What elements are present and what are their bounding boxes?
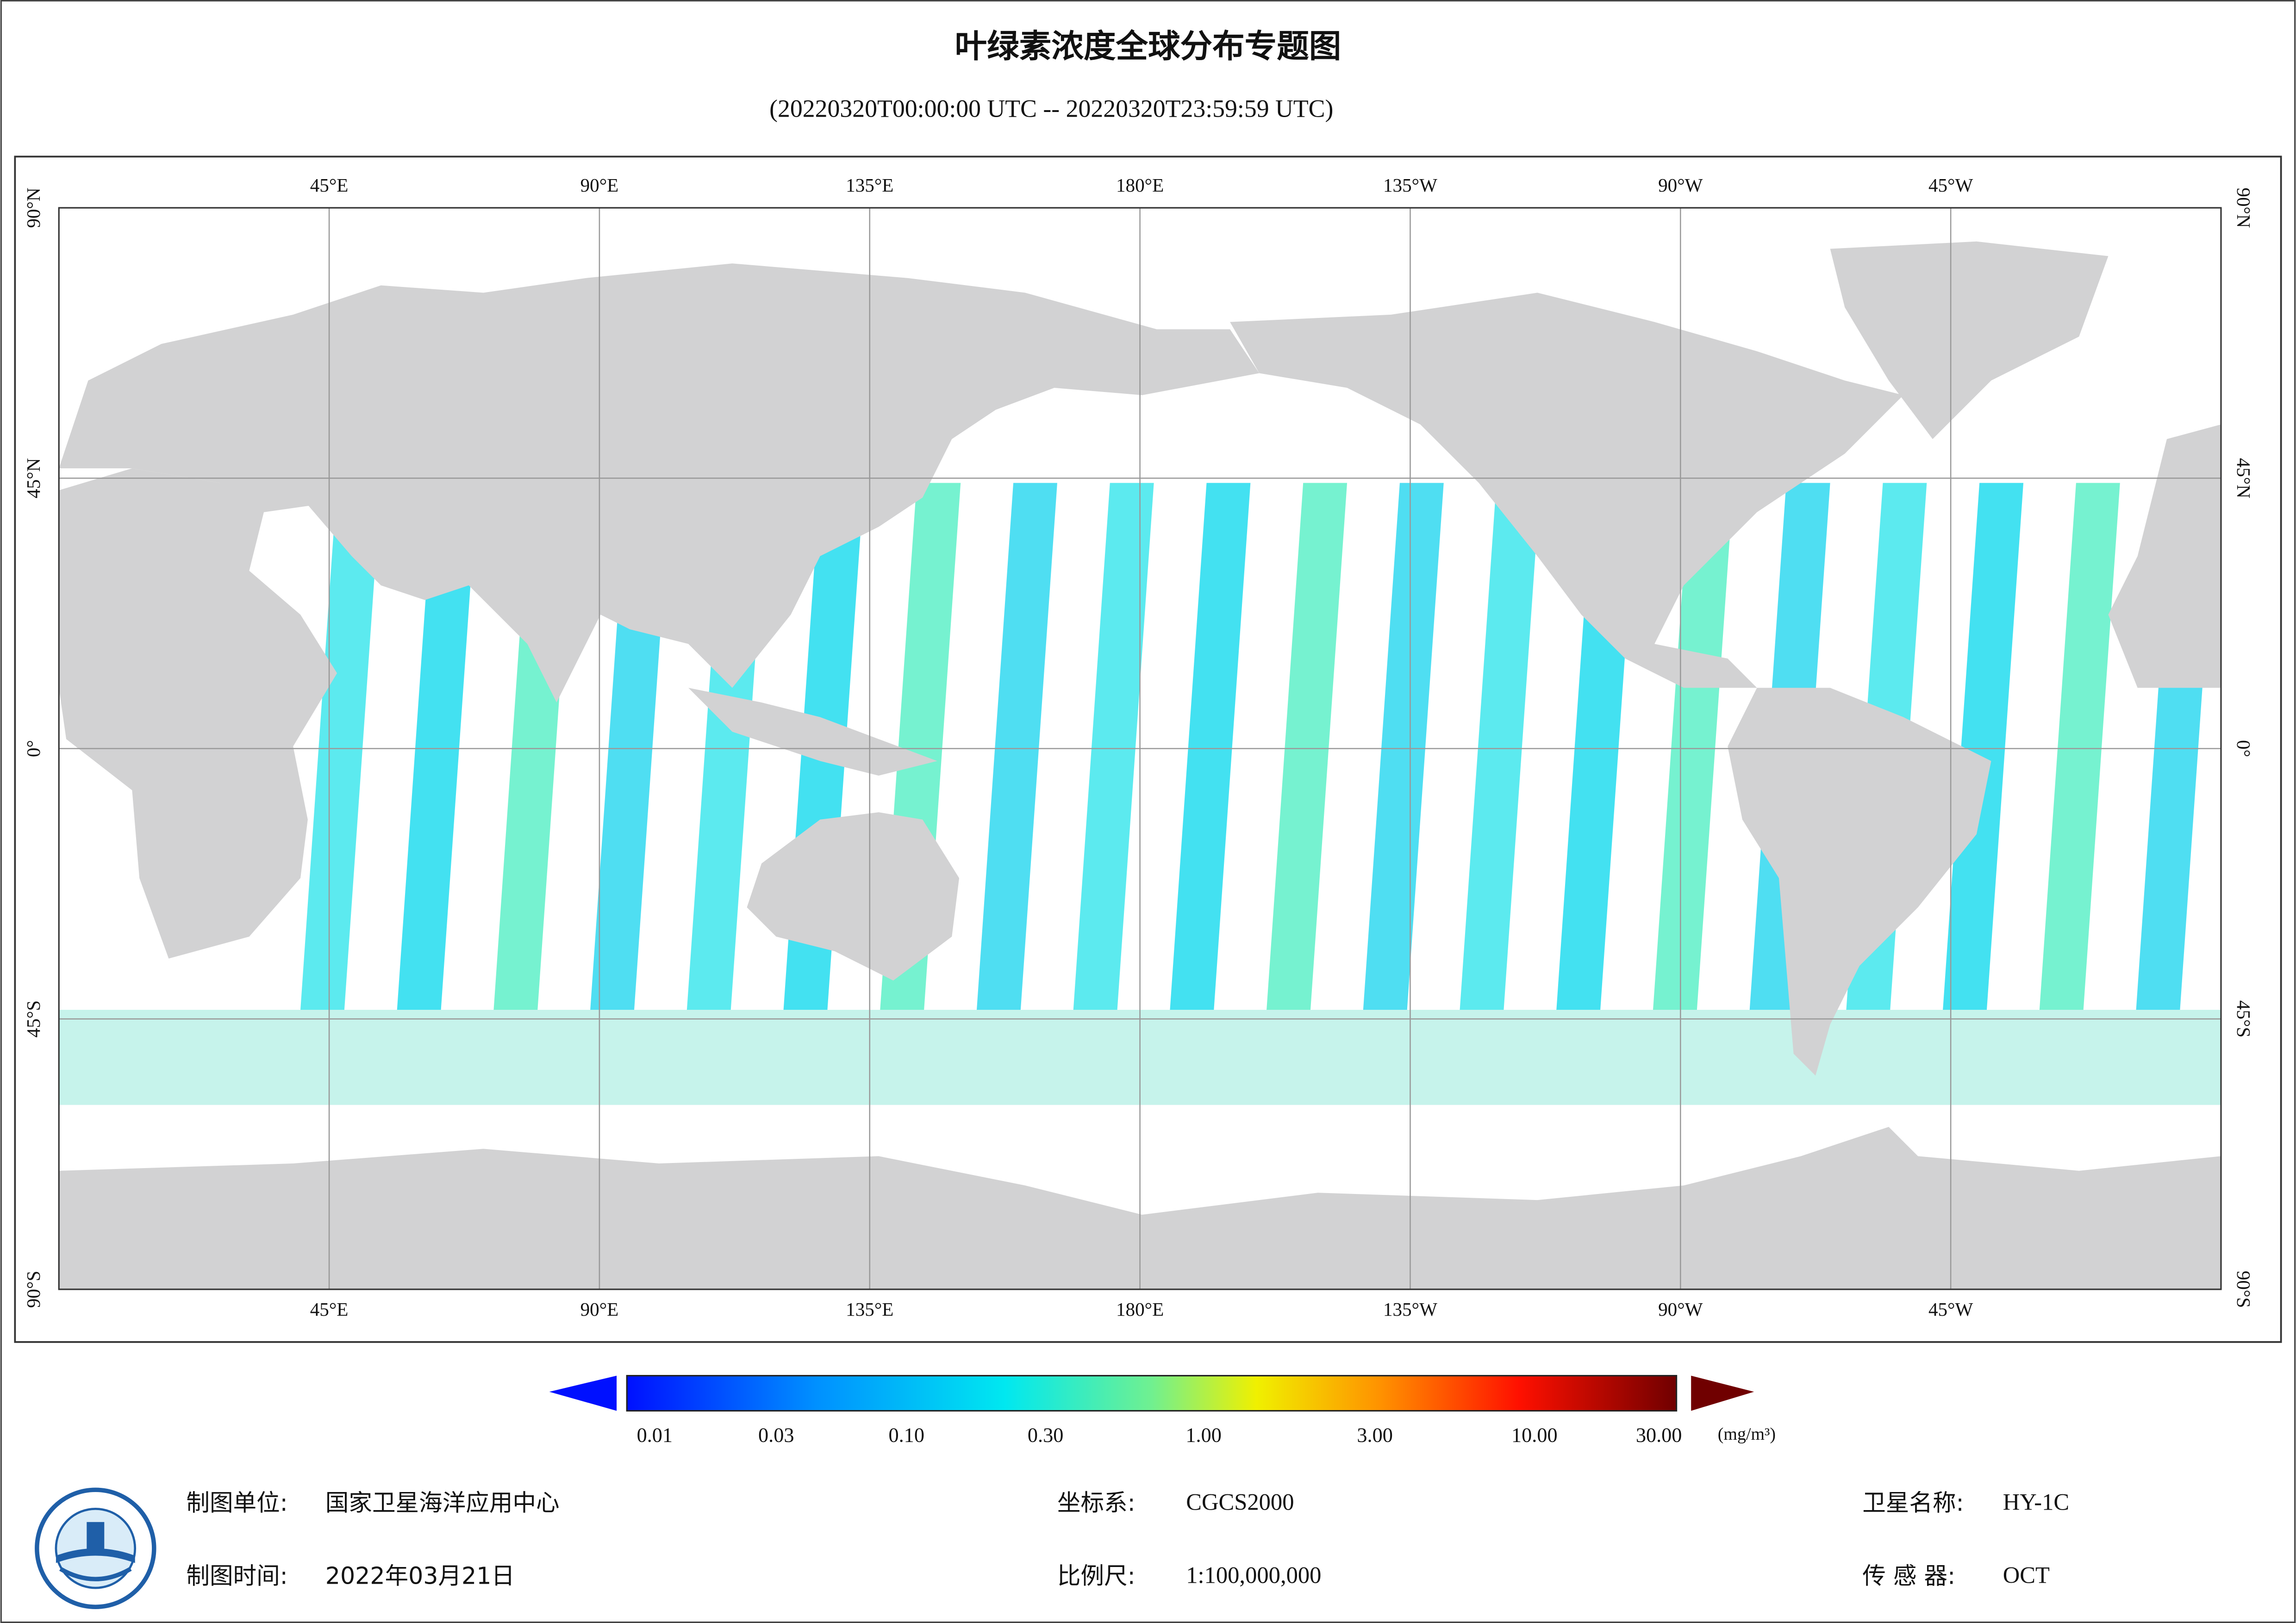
footer-value: OCT xyxy=(2003,1562,2050,1588)
eurasia xyxy=(59,263,1260,703)
colorbar-tick-label: 0.30 xyxy=(1028,1424,1063,1447)
graticule xyxy=(59,208,2221,1289)
colorbar-tick-label: 30.00 xyxy=(1636,1424,1682,1447)
footer-key: 卫星名称: xyxy=(1862,1489,1964,1516)
maritime-asia xyxy=(688,688,937,776)
footer-value: 国家卫星海洋应用中心 xyxy=(325,1489,560,1516)
greenland xyxy=(1830,241,2109,439)
colorbar-low-arrow xyxy=(549,1375,617,1411)
footer-value: HY-1C xyxy=(2003,1489,2069,1515)
colorbar-tick-label: 0.10 xyxy=(888,1424,924,1447)
map-border xyxy=(58,207,2222,1290)
colorbar xyxy=(626,1374,1678,1412)
colorbar-high-arrow xyxy=(1691,1375,1754,1411)
lat-label-left: 90°N xyxy=(23,187,44,228)
lat-label-left: 45°N xyxy=(23,458,44,498)
colorbar-tick-label: 3.00 xyxy=(1357,1424,1392,1447)
lat-label-right: 90°N xyxy=(2233,187,2254,228)
lon-label-top: 135°E xyxy=(846,174,893,196)
colorbar-labels: 0.01 0.03 0.10 0.30 1.00 3.00 10.00 30.00 (mg/m³… xyxy=(637,1424,1776,1447)
logo xyxy=(35,1487,156,1609)
lon-label-top: 90°E xyxy=(580,174,619,196)
graticule-labels: 45°E 45°E 90°E 90°E 135°E 135°E 180°E 180°E 135°… xyxy=(23,174,2254,1320)
africa xyxy=(59,468,337,959)
lon-label-top: 135°W xyxy=(1383,174,1437,196)
lat-label-right: 45°N xyxy=(2233,458,2254,498)
data-swath xyxy=(1653,483,1734,1010)
colorbar-tick-label: 1.00 xyxy=(1185,1424,1221,1447)
footer-key: 制图单位: xyxy=(186,1489,287,1516)
lon-label-top: 90°W xyxy=(1658,174,1703,196)
data-swath xyxy=(2039,483,2120,1010)
lon-label-bottom: 90°W xyxy=(1658,1299,1703,1320)
footer-key: 比例尺: xyxy=(1057,1562,1136,1589)
lon-label-bottom: 45°W xyxy=(1928,1299,1973,1320)
data-swath xyxy=(1170,483,1251,1010)
map-frame xyxy=(14,155,2282,1343)
colorbar-unit: (mg/m³) xyxy=(1718,1424,1776,1444)
lon-label-top: 45°E xyxy=(310,174,349,196)
footer-value: 1:100,000,000 xyxy=(1186,1562,1321,1588)
data-swath xyxy=(1363,483,1444,1010)
lat-label-right: 0° xyxy=(2233,740,2254,757)
lon-label-bottom: 90°E xyxy=(580,1299,619,1320)
lat-label-left: 0° xyxy=(23,740,44,757)
footer: 制图单位: 国家卫星海洋应用中心 坐标系: CGCS2000 卫星名称: HY-1C 制图时… xyxy=(186,1489,2069,1589)
lon-label-bottom: 135°W xyxy=(1383,1299,1437,1320)
lat-label-right: 90°S xyxy=(2233,1271,2254,1308)
data-swath xyxy=(300,483,381,1010)
subtitle: (20220320T00:00:00 UTC -- 20220320T23:59… xyxy=(769,95,1333,123)
data-swath xyxy=(1073,483,1154,1010)
data-swath xyxy=(1943,483,2024,1010)
lat-label-right: 45°S xyxy=(2233,1001,2254,1038)
europe-east-edge xyxy=(2108,424,2221,688)
south-america xyxy=(1728,688,1991,1076)
lon-label-bottom: 180°E xyxy=(1116,1299,1164,1320)
title: 叶绿素浓度全球分布专题图 xyxy=(955,27,1341,65)
footer-value: 2022年03月21日 xyxy=(325,1562,515,1589)
north-america xyxy=(1230,292,1903,688)
map-area xyxy=(59,208,2221,1289)
colorbar-tick-label: 10.00 xyxy=(1511,1424,1558,1447)
footer-key: 传 感 器: xyxy=(1862,1562,1955,1589)
lon-label-bottom: 135°E xyxy=(846,1299,893,1320)
data-swath xyxy=(1460,483,1541,1010)
colorbar-tick-label: 0.03 xyxy=(758,1424,794,1447)
lon-label-top: 180°E xyxy=(1116,174,1164,196)
data-swath xyxy=(1267,483,1348,1010)
footer-value: CGCS2000 xyxy=(1186,1489,1294,1515)
data-swath xyxy=(977,483,1057,1010)
australia xyxy=(747,812,960,981)
footer-key: 制图时间: xyxy=(186,1562,287,1589)
lat-label-left: 45°S xyxy=(23,1001,44,1038)
lon-label-top: 45°W xyxy=(1928,174,1973,196)
footer-key: 坐标系: xyxy=(1057,1489,1136,1516)
lon-label-bottom: 45°E xyxy=(310,1299,349,1320)
colorbar-tick-label: 0.01 xyxy=(637,1424,673,1447)
data-swath xyxy=(397,483,478,1010)
lat-label-left: 90°S xyxy=(23,1271,44,1308)
